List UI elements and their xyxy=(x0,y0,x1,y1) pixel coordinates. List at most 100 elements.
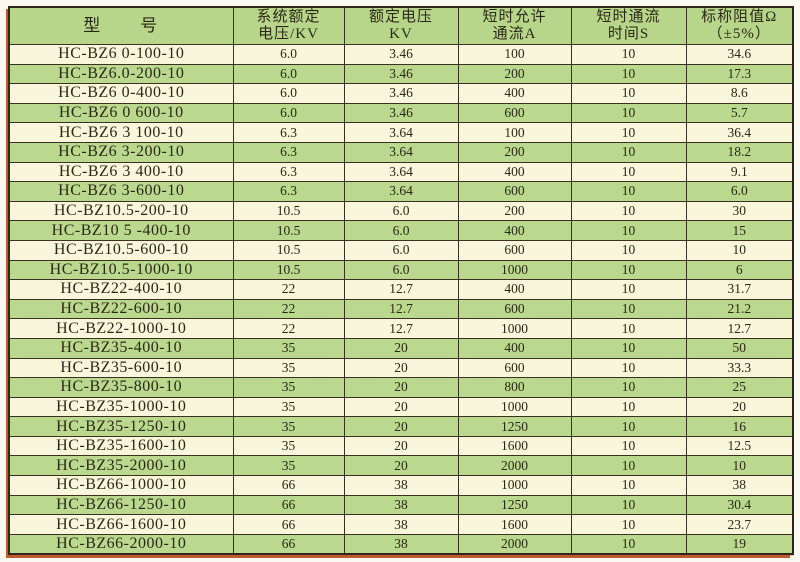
cell-allow-current: 400 xyxy=(457,337,572,359)
cell-resistance: 19 xyxy=(685,533,794,555)
cell-rated-voltage: 20 xyxy=(343,396,459,418)
cell-rated-voltage: 3.64 xyxy=(343,141,459,163)
cell-allow-current: 400 xyxy=(457,220,572,241)
cell-model: HC-BZ22-1000-10 xyxy=(8,318,234,339)
cell-rated-voltage: 6.0 xyxy=(343,220,459,241)
col-header-allow-current: 短时允许 通流A xyxy=(457,6,572,45)
cell-system-voltage: 66 xyxy=(232,494,345,516)
cell-allow-current: 600 xyxy=(457,357,572,379)
cell-model: HC-BZ35-600-10 xyxy=(8,357,234,379)
table-row: HC-BZ22-400-10 22 12.7 400 10 31.7 xyxy=(8,279,794,300)
cell-resistance: 31.7 xyxy=(685,279,794,300)
cell-model: HC-BZ22-600-10 xyxy=(8,298,234,320)
cell-rated-voltage: 20 xyxy=(343,435,459,457)
cell-resistance: 10 xyxy=(685,455,794,477)
table-row: HC-BZ6 3 400-10 6.3 3.64 400 10 9.1 xyxy=(8,161,794,183)
table-row: HC-BZ6 3-600-10 6.3 3.64 600 10 6.0 xyxy=(8,181,794,202)
table-row: HC-BZ35-800-10 35 20 800 10 25 xyxy=(8,377,794,398)
cell-system-voltage: 10.5 xyxy=(232,220,345,241)
cell-current-duration: 10 xyxy=(570,377,687,398)
cell-resistance: 5.7 xyxy=(685,102,794,124)
cell-allow-current: 600 xyxy=(457,298,572,320)
cell-model: HC-BZ35-400-10 xyxy=(8,337,234,359)
cell-resistance: 8.6 xyxy=(685,83,794,104)
cell-current-duration: 10 xyxy=(570,44,687,65)
table-row: HC-BZ22-600-10 22 12.7 600 10 21.2 xyxy=(8,298,794,320)
cell-current-duration: 10 xyxy=(570,455,687,477)
col-header-system-voltage: 系统额定 电压/KV xyxy=(232,6,345,45)
cell-rated-voltage: 3.46 xyxy=(343,102,459,124)
table-row: HC-BZ6 3 100-10 6.3 3.64 100 10 36.4 xyxy=(8,122,794,143)
spec-table: 型 号 系统额定 电压/KV 额定电压 KV 短时允许 通流A 短时通流 时间S… xyxy=(8,6,794,555)
cell-system-voltage: 35 xyxy=(232,337,345,359)
cell-current-duration: 10 xyxy=(570,533,687,555)
cell-current-duration: 10 xyxy=(570,416,687,437)
cell-current-duration: 10 xyxy=(570,181,687,202)
cell-allow-current: 100 xyxy=(457,44,572,65)
table-row: HC-BZ10.5-1000-10 10.5 6.0 1000 10 6 xyxy=(8,259,794,281)
cell-model: HC-BZ22-400-10 xyxy=(8,279,234,300)
cell-allow-current: 200 xyxy=(457,63,572,85)
cell-current-duration: 10 xyxy=(570,220,687,241)
cell-current-duration: 10 xyxy=(570,259,687,281)
cell-resistance: 33.3 xyxy=(685,357,794,379)
cell-system-voltage: 35 xyxy=(232,396,345,418)
cell-rated-voltage: 20 xyxy=(343,357,459,379)
cell-rated-voltage: 38 xyxy=(343,514,459,535)
cell-resistance: 12.5 xyxy=(685,435,794,457)
cell-allow-current: 800 xyxy=(457,377,572,398)
cell-model: HC-BZ6 3 400-10 xyxy=(8,161,234,183)
cell-resistance: 6 xyxy=(685,259,794,281)
cell-model: HC-BZ66-1600-10 xyxy=(8,514,234,535)
cell-current-duration: 10 xyxy=(570,200,687,222)
cell-system-voltage: 6.0 xyxy=(232,83,345,104)
cell-resistance: 50 xyxy=(685,337,794,359)
cell-model: HC-BZ35-1600-10 xyxy=(8,435,234,457)
cell-system-voltage: 35 xyxy=(232,435,345,457)
cell-resistance: 30 xyxy=(685,200,794,222)
table-row: HC-BZ6 3-200-10 6.3 3.64 200 10 18.2 xyxy=(8,141,794,163)
table-row: HC-BZ66-1600-10 66 38 1600 10 23.7 xyxy=(8,514,794,535)
cell-resistance: 20 xyxy=(685,396,794,418)
col-header-resistance: 标称阻值Ω （±5%） xyxy=(685,6,794,45)
cell-rated-voltage: 6.0 xyxy=(343,200,459,222)
cell-model: HC-BZ10.5-200-10 xyxy=(8,200,234,222)
table-row: HC-BZ6 0-400-10 6.0 3.46 400 10 8.6 xyxy=(8,83,794,104)
cell-current-duration: 10 xyxy=(570,161,687,183)
cell-system-voltage: 66 xyxy=(232,533,345,555)
spec-table-header: 型 号 系统额定 电压/KV 额定电压 KV 短时允许 通流A 短时通流 时间S… xyxy=(8,6,794,45)
cell-allow-current: 1000 xyxy=(457,396,572,418)
cell-resistance: 36.4 xyxy=(685,122,794,143)
cell-system-voltage: 22 xyxy=(232,279,345,300)
cell-allow-current: 600 xyxy=(457,102,572,124)
cell-resistance: 10 xyxy=(685,239,794,261)
cell-model: HC-BZ6 3-200-10 xyxy=(8,141,234,163)
cell-model: HC-BZ35-1250-10 xyxy=(8,416,234,437)
cell-system-voltage: 10.5 xyxy=(232,239,345,261)
col-header-current-duration: 短时通流 时间S xyxy=(570,6,687,45)
cell-current-duration: 10 xyxy=(570,357,687,379)
cell-allow-current: 1600 xyxy=(457,514,572,535)
cell-current-duration: 10 xyxy=(570,239,687,261)
cell-system-voltage: 10.5 xyxy=(232,200,345,222)
cell-system-voltage: 6.3 xyxy=(232,161,345,183)
cell-model: HC-BZ66-1250-10 xyxy=(8,494,234,516)
spec-sheet: 型 号 系统额定 电压/KV 额定电压 KV 短时允许 通流A 短时通流 时间S… xyxy=(8,6,794,555)
cell-allow-current: 200 xyxy=(457,141,572,163)
cell-system-voltage: 35 xyxy=(232,416,345,437)
cell-allow-current: 200 xyxy=(457,200,572,222)
cell-system-voltage: 35 xyxy=(232,455,345,477)
cell-current-duration: 10 xyxy=(570,514,687,535)
cell-allow-current: 100 xyxy=(457,122,572,143)
cell-model: HC-BZ6 0-400-10 xyxy=(8,83,234,104)
cell-current-duration: 10 xyxy=(570,298,687,320)
cell-allow-current: 2000 xyxy=(457,455,572,477)
cell-system-voltage: 6.0 xyxy=(232,63,345,85)
cell-system-voltage: 35 xyxy=(232,377,345,398)
cell-model: HC-BZ6 0 600-10 xyxy=(8,102,234,124)
cell-model: HC-BZ35-2000-10 xyxy=(8,455,234,477)
cell-allow-current: 400 xyxy=(457,83,572,104)
cell-rated-voltage: 20 xyxy=(343,455,459,477)
cell-resistance: 9.1 xyxy=(685,161,794,183)
table-row: HC-BZ10 5 -400-10 10.5 6.0 400 10 15 xyxy=(8,220,794,241)
